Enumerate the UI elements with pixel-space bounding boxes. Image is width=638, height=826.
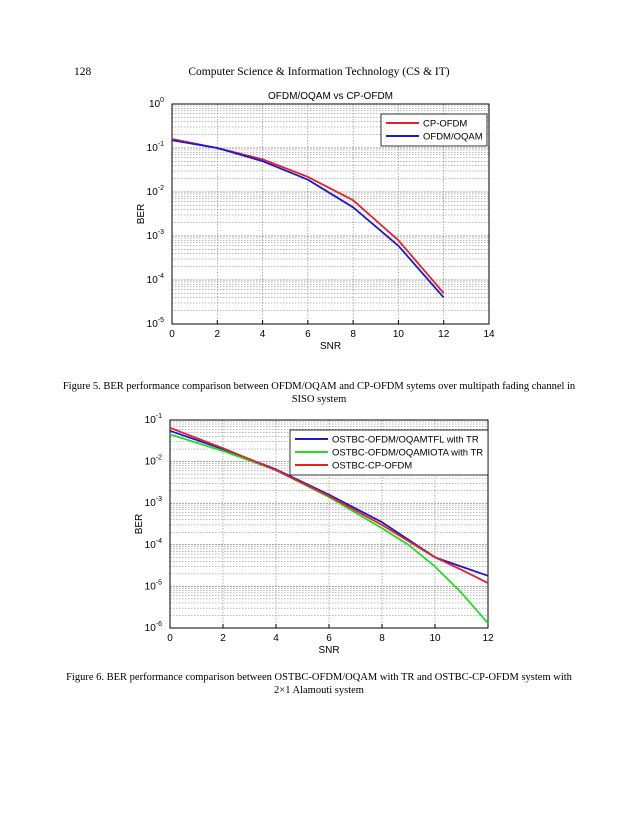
x-tick-label: 14 — [483, 329, 495, 340]
y-tick-base: 10 — [145, 581, 157, 592]
y-tick-base: 10 — [147, 187, 159, 198]
y-tick-base: 10 — [147, 231, 159, 242]
x-tick-label: 0 — [167, 633, 173, 644]
y-tick-exponent: -1 — [158, 141, 164, 148]
y-tick-exponent: -5 — [156, 579, 162, 586]
y-tick-exponent: -2 — [158, 185, 164, 192]
x-tick-label: 12 — [482, 633, 494, 644]
y-tick-label: 10-3 — [145, 496, 162, 509]
x-tick-label: 2 — [215, 329, 221, 340]
y-tick-base: 10 — [147, 275, 159, 286]
legend-label: OSTBC-OFDM/OQAMIOTA with TR — [332, 448, 483, 459]
x-tick-label: 6 — [305, 329, 311, 340]
x-tick-label: 10 — [429, 633, 441, 644]
figure5-chart: 0 2 4 6 8 10 12 14 100 10-1 10-2 10-3 10-4 10-5 OFDM/O… — [0, 88, 638, 358]
y-tick-label: 10-2 — [147, 185, 164, 198]
legend-label: OFDM/OQAM — [423, 132, 483, 143]
y-tick-label: 10-1 — [145, 413, 162, 426]
x-axis-label: SNR — [318, 645, 339, 655]
x-tick-label: 8 — [379, 633, 385, 644]
y-tick-label: 100 — [149, 97, 164, 110]
y-axis-label: BER — [134, 514, 145, 535]
legend-label: OSTBC-OFDM/OQAMTFL with TR — [332, 435, 479, 446]
chart-title: OFDM/OQAM vs CP-OFDM — [268, 91, 393, 102]
y-tick-base: 10 — [145, 540, 157, 551]
y-tick-base: 10 — [145, 623, 157, 634]
page-header: 128 Computer Science & Information Techn… — [0, 66, 638, 82]
y-tick-base: 10 — [149, 99, 161, 110]
y-tick-label: 10-5 — [145, 579, 162, 592]
y-tick-exponent: -4 — [158, 273, 164, 280]
x-tick-label: 12 — [438, 329, 450, 340]
y-tick-exponent: -4 — [156, 538, 162, 545]
x-tick-label: 2 — [220, 633, 226, 644]
figure6-chart: 0 2 4 6 8 10 12 10-1 10-2 10-3 10-4 10-5 10-6 SNR BER O… — [0, 410, 638, 656]
y-tick-exponent: 0 — [160, 97, 164, 104]
y-tick-exponent: -5 — [158, 317, 164, 324]
running-head: Computer Science & Information Technolog… — [188, 66, 450, 78]
series-line — [169, 433, 489, 624]
y-tick-label: 10-4 — [147, 273, 164, 286]
y-tick-label: 10-4 — [145, 538, 162, 551]
axes-frame — [171, 103, 490, 325]
legend-label: CP-OFDM — [423, 119, 467, 130]
y-tick-label: 10-2 — [145, 455, 162, 468]
y-tick-base: 10 — [145, 415, 157, 426]
figure5-caption: Figure 5. BER performance comparison bet… — [62, 381, 576, 405]
y-tick-base: 10 — [147, 319, 159, 330]
legend-box — [380, 113, 488, 147]
series-line — [171, 139, 445, 299]
x-tick-label: 8 — [350, 329, 356, 340]
x-tick-label: 4 — [273, 633, 279, 644]
x-tick-label: 4 — [260, 329, 266, 340]
y-tick-exponent: -3 — [158, 229, 164, 236]
y-tick-base: 10 — [147, 143, 159, 154]
x-tick-label: 0 — [169, 329, 175, 340]
y-axis-label: BER — [136, 204, 147, 225]
y-tick-label: 10-1 — [147, 141, 164, 154]
figure6-caption: Figure 6. BER performance comparison bet… — [66, 672, 572, 696]
figure6-svg: 0 2 4 6 8 10 1210-110-210-310-410-510-6SNRBERO… — [134, 413, 494, 656]
y-tick-base: 10 — [145, 498, 157, 509]
y-tick-exponent: -3 — [156, 496, 162, 503]
page-number: 128 — [74, 66, 92, 78]
series-line — [169, 426, 489, 584]
y-tick-label: 10-3 — [147, 229, 164, 242]
x-tick-label: 10 — [393, 329, 405, 340]
figure5-svg: 0 2 4 6 8 10 12 1410010-110-210-310-410-5OFDM/O… — [136, 91, 495, 352]
y-tick-label: 10-5 — [147, 317, 164, 330]
legend-label: OSTBC-CP-OFDM — [332, 461, 412, 472]
y-tick-base: 10 — [145, 457, 157, 468]
y-tick-exponent: -2 — [156, 455, 162, 462]
x-tick-label: 6 — [326, 633, 332, 644]
y-tick-exponent: -1 — [156, 413, 162, 420]
y-tick-exponent: -6 — [156, 621, 162, 628]
y-tick-label: 10-6 — [145, 621, 162, 634]
x-axis-label: SNR — [320, 341, 341, 352]
